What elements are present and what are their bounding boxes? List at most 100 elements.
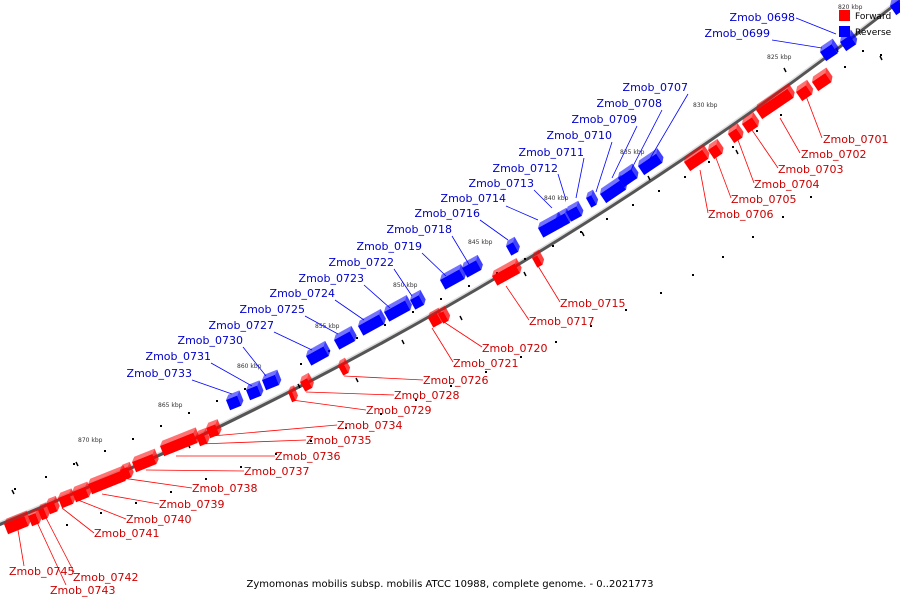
scale-dot: [205, 478, 207, 480]
scale-dot: [752, 236, 754, 238]
forward-gene-box: [72, 481, 92, 503]
scale-dot: [606, 218, 608, 220]
gene-label: Zmob_0699: [705, 27, 770, 40]
legend: Forward Reverse: [839, 10, 892, 38]
backbone-shadow: [0, 0, 900, 527]
reverse-gene-box: [440, 263, 467, 290]
gene-label: Zmob_0733: [127, 367, 192, 380]
forward-gene-box: [4, 510, 31, 535]
leader-line: [343, 375, 424, 381]
scale-dot: [708, 161, 710, 163]
forward-gene-box: [288, 385, 299, 403]
tick-mark: [459, 315, 463, 321]
gene-label: Zmob_0742: [73, 571, 138, 584]
leader-line: [595, 141, 613, 193]
leader-line: [779, 117, 801, 154]
tick-label: 855 kbp: [315, 323, 340, 330]
scale-dot: [345, 427, 347, 429]
forward-gene-box: [492, 258, 522, 286]
scale-dot: [188, 412, 190, 414]
forward-gene-box: [58, 488, 76, 509]
gene-label: Zmob_0716: [415, 207, 480, 220]
legend-reverse-label: Reverse: [855, 28, 892, 38]
reverse-gene-box: [820, 38, 839, 62]
gene-label: Zmob_0729: [366, 404, 431, 417]
forward-gene-box: [206, 419, 222, 439]
tick-mark: [297, 383, 301, 389]
leader-line: [43, 513, 75, 573]
gene-label: Zmob_0709: [572, 113, 637, 126]
scale-dot: [732, 146, 734, 148]
scale-dot: [440, 298, 442, 300]
leader-line: [795, 17, 837, 35]
scale-dot: [170, 491, 172, 493]
forward-gene-box: [708, 138, 724, 160]
gene-label: Zmob_0726: [423, 374, 488, 387]
tick-label: 840 kbp: [544, 195, 569, 202]
leader-line: [805, 95, 823, 139]
scale-dot: [524, 258, 526, 260]
scale-dot: [555, 341, 557, 343]
forward-gene-box: [812, 67, 833, 92]
leader-line: [537, 265, 561, 303]
reverse-gene-box: [462, 254, 483, 278]
reverse-gene-box: [306, 340, 331, 366]
tick-label: 865 kbp: [158, 402, 183, 409]
leader-line: [273, 331, 313, 351]
tick-label: 835 kbp: [620, 149, 645, 156]
gene-label: Zmob_0719: [357, 240, 422, 253]
leader-line: [211, 424, 338, 437]
leader-line: [291, 399, 367, 411]
reverse-gene-box: [262, 369, 282, 391]
leader-line: [305, 391, 395, 396]
scale-dot: [135, 502, 137, 504]
forward-gene-box: [428, 307, 444, 328]
caption: Zymomonas mobilis subsp. mobilis ATCC 10…: [246, 579, 653, 590]
scale-dot: [552, 245, 554, 247]
tick-mark: [879, 55, 883, 61]
scale-dot: [73, 463, 75, 465]
scale-dot: [660, 292, 662, 294]
scale-dot: [412, 311, 414, 313]
forward-gene-box: [27, 507, 42, 527]
gene-label: Zmob_0708: [597, 97, 662, 110]
gene-label: Zmob_0731: [146, 350, 211, 363]
scale-dot: [862, 50, 864, 52]
leader-line: [121, 477, 193, 489]
gene-label: Zmob_0743: [50, 584, 115, 597]
scale-dot: [684, 176, 686, 178]
tick-mark: [355, 377, 359, 383]
leader-line: [101, 493, 160, 505]
leader-line: [771, 39, 823, 49]
scale-dot: [66, 524, 68, 526]
gene-label: Zmob_0706: [708, 208, 773, 221]
gene-label: Zmob_0701: [823, 133, 888, 146]
tick-mark: [647, 175, 651, 181]
gene-label: Zmob_0734: [337, 419, 402, 432]
scale-dot: [780, 114, 782, 116]
gene-label: Zmob_0735: [306, 434, 371, 447]
leader-line: [715, 157, 732, 199]
forward-gene-box: [756, 83, 795, 120]
tick-mark: [11, 489, 15, 495]
scale-dot: [692, 274, 694, 276]
gene-label: Zmob_0717: [529, 315, 594, 328]
legend-forward-label: Forward: [855, 12, 891, 22]
tick-mark: [523, 271, 527, 277]
tick-label: 820 kbp: [838, 4, 863, 11]
gene-label: Zmob_0707: [623, 81, 688, 94]
leader-line: [61, 507, 95, 534]
scale-dot: [844, 66, 846, 68]
leader-line: [431, 327, 454, 363]
scale-dot: [810, 196, 812, 198]
scale-dot: [275, 453, 277, 455]
forward-gene-box: [796, 79, 814, 102]
gene-label: Zmob_0702: [801, 148, 866, 161]
gene-label: Zmob_0703: [778, 163, 843, 176]
forward-gene-box: [338, 357, 351, 376]
tick-label: 825 kbp: [767, 54, 792, 61]
leader-line: [77, 499, 127, 520]
forward-gene-box: [684, 144, 710, 172]
gene-label: Zmob_0736: [275, 450, 340, 463]
scale-dot: [100, 512, 102, 514]
